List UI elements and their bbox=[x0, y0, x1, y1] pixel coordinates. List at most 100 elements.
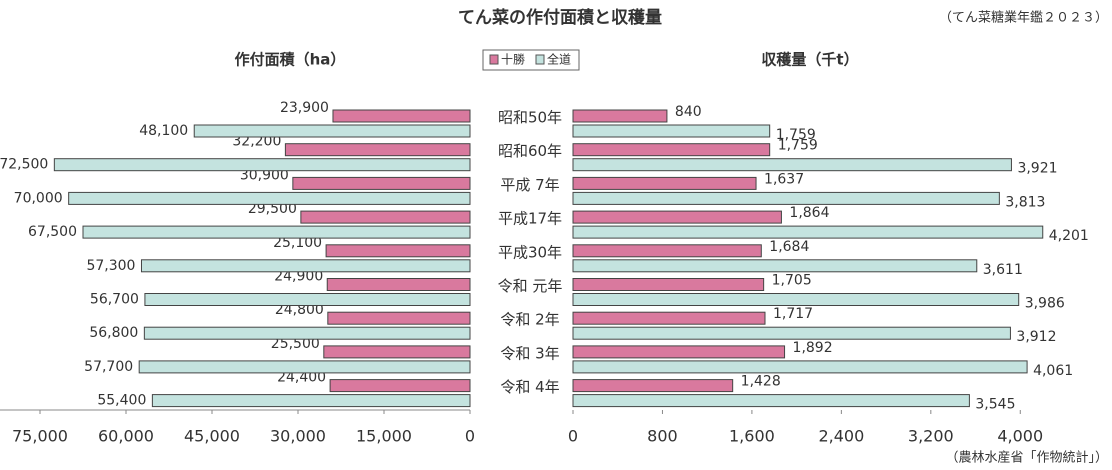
value-label: 3,921 bbox=[1017, 161, 1057, 177]
value-label: 1,428 bbox=[741, 374, 781, 390]
bar bbox=[323, 345, 471, 359]
x-tick-label: 4,000 bbox=[997, 427, 1043, 446]
category-label: 平成30年 bbox=[498, 243, 562, 261]
value-label: 24,400 bbox=[277, 370, 326, 386]
bar bbox=[193, 124, 471, 138]
value-label: 1,892 bbox=[793, 340, 833, 356]
value-label: 56,700 bbox=[90, 292, 139, 308]
value-label: 25,100 bbox=[273, 235, 322, 251]
bar bbox=[292, 176, 471, 190]
value-label: 30,900 bbox=[240, 167, 289, 183]
bar bbox=[329, 379, 471, 393]
value-label: 1,759 bbox=[776, 127, 816, 143]
x-tick-label: 15,000 bbox=[356, 427, 412, 446]
bar bbox=[151, 394, 471, 408]
source-bottom: （農林水産省「作物統計」） bbox=[945, 450, 1108, 466]
value-label: 4,061 bbox=[1033, 363, 1073, 379]
value-label: 3,912 bbox=[1016, 329, 1056, 345]
value-label: 72,500 bbox=[0, 157, 48, 173]
right-panel-title: 収穫量（千t） bbox=[761, 51, 858, 69]
bar bbox=[572, 244, 762, 258]
category-label: 昭和60年 bbox=[498, 142, 562, 160]
bar bbox=[326, 278, 471, 291]
x-tick-label: 1,600 bbox=[729, 427, 775, 446]
source-top: （てん菜糖業年鑑２０２３） bbox=[939, 10, 1108, 26]
bar bbox=[140, 259, 471, 273]
bar bbox=[138, 360, 471, 374]
bar bbox=[572, 191, 1000, 205]
value-label: 1,717 bbox=[773, 306, 813, 322]
bar bbox=[82, 225, 471, 239]
value-label: 23,900 bbox=[280, 100, 329, 116]
legend-label: 十勝 bbox=[501, 52, 525, 67]
value-label: 840 bbox=[675, 104, 702, 120]
value-label: 29,500 bbox=[248, 201, 297, 217]
bar bbox=[572, 124, 771, 138]
x-tick-label: 30,000 bbox=[270, 427, 326, 446]
value-label: 1,864 bbox=[789, 205, 829, 221]
bar bbox=[572, 210, 782, 224]
bar bbox=[144, 293, 471, 306]
bar bbox=[572, 379, 734, 393]
legend-swatch bbox=[489, 54, 499, 65]
bar bbox=[572, 109, 668, 123]
value-label: 57,700 bbox=[84, 359, 133, 375]
value-label: 1,705 bbox=[772, 273, 812, 289]
bar bbox=[572, 345, 786, 359]
chart-title: てん菜の作付面積と収穫量 bbox=[458, 7, 662, 28]
value-label: 67,500 bbox=[28, 224, 77, 240]
bar bbox=[53, 158, 471, 172]
legend-box bbox=[482, 49, 580, 71]
bar bbox=[300, 210, 471, 224]
value-label: 24,800 bbox=[275, 302, 324, 318]
value-label: 57,300 bbox=[86, 258, 135, 274]
value-label: 3,545 bbox=[975, 397, 1015, 413]
category-label: 平成 7年 bbox=[500, 176, 559, 194]
value-label: 1,637 bbox=[764, 171, 804, 187]
x-tick-label: 2,400 bbox=[818, 427, 864, 446]
bar bbox=[572, 225, 1044, 239]
bar bbox=[327, 311, 471, 325]
x-tick-label: 800 bbox=[647, 427, 678, 446]
value-label: 56,800 bbox=[89, 325, 138, 341]
bar bbox=[325, 244, 471, 258]
category-label: 令和 元年 bbox=[498, 277, 563, 295]
category-label: 令和 3年 bbox=[500, 344, 559, 362]
bar bbox=[572, 259, 978, 273]
bar bbox=[572, 158, 1012, 172]
x-tick-label: 45,000 bbox=[184, 427, 240, 446]
value-label: 70,000 bbox=[14, 190, 63, 206]
bar bbox=[143, 326, 471, 340]
bar bbox=[68, 191, 471, 205]
category-label: 平成17年 bbox=[498, 210, 562, 228]
value-label: 1,684 bbox=[769, 239, 809, 255]
value-label: 4,201 bbox=[1049, 228, 1089, 244]
value-label: 3,611 bbox=[983, 262, 1023, 278]
category-label: 昭和50年 bbox=[498, 109, 562, 127]
value-label: 48,100 bbox=[139, 123, 188, 139]
x-tick-label: 0 bbox=[465, 427, 475, 446]
bar bbox=[572, 278, 765, 291]
bar bbox=[572, 293, 1020, 306]
value-label: 25,500 bbox=[271, 336, 320, 352]
bar bbox=[572, 326, 1011, 340]
bar bbox=[572, 176, 757, 190]
x-tick-label: 0 bbox=[568, 427, 578, 446]
legend-label: 全道 bbox=[547, 52, 571, 67]
category-label: 令和 4年 bbox=[500, 378, 559, 396]
x-tick-label: 75,000 bbox=[12, 427, 68, 446]
bar bbox=[332, 109, 471, 123]
x-tick-label: 3,200 bbox=[908, 427, 954, 446]
bar bbox=[572, 394, 970, 408]
value-label: 3,813 bbox=[1005, 194, 1045, 210]
value-label: 55,400 bbox=[97, 393, 146, 409]
category-label: 令和 2年 bbox=[500, 311, 559, 329]
bar bbox=[284, 143, 471, 157]
bar bbox=[572, 311, 766, 325]
left-panel-title: 作付面積（ha） bbox=[235, 51, 346, 69]
value-label: 3,986 bbox=[1025, 296, 1065, 312]
bar bbox=[572, 360, 1028, 374]
value-label: 32,200 bbox=[232, 134, 281, 150]
value-label: 24,900 bbox=[274, 269, 323, 285]
